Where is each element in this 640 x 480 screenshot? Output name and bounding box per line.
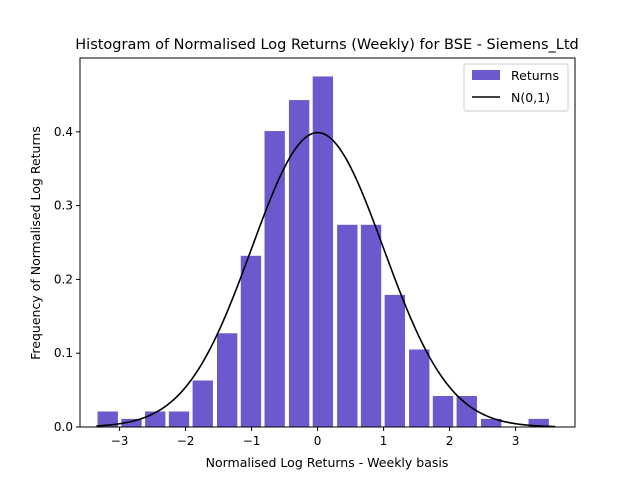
chart-title: Histogram of Normalised Log Returns (Wee… [75, 37, 578, 53]
y-tick-label: 0.0 [54, 420, 73, 434]
histogram-bar-15 [456, 396, 477, 427]
y-tick-label: 0.3 [54, 199, 73, 213]
x-tick-label: 2 [446, 434, 454, 448]
histogram-bar-3 [168, 411, 190, 427]
histogram-bar-0 [97, 411, 118, 427]
normal-curve-line [96, 131, 556, 428]
plot-frame [79, 57, 576, 428]
histogram-bar-4 [192, 380, 213, 427]
x-tick-label: 0 [314, 434, 322, 448]
histogram-bar-9 [312, 76, 334, 427]
histogram-bar-16 [480, 418, 502, 427]
legend: Returns N(0,1) [463, 63, 569, 112]
histogram-bar-11 [360, 224, 382, 427]
bar-series-returns [97, 76, 549, 427]
x-tick-label: −1 [243, 434, 261, 448]
x-tick-label: 3 [512, 434, 520, 448]
y-tick-label: 0.1 [54, 346, 73, 360]
y-tick-label: 0.2 [54, 272, 73, 286]
legend-label-normal: N(0,1) [511, 90, 550, 105]
histogram-bar-7 [264, 131, 285, 427]
histogram-bar-1 [121, 418, 142, 427]
x-axis: −3 −2 −1 0 1 2 3 [111, 427, 520, 448]
y-tick-label: 0.4 [54, 125, 73, 139]
x-tick-label: −2 [177, 434, 195, 448]
x-tick-label: −3 [111, 434, 129, 448]
legend-label-returns: Returns [511, 68, 559, 83]
histogram-bar-14 [432, 396, 454, 427]
y-axis: 0.0 0.1 0.2 0.3 0.4 [54, 125, 80, 434]
x-tick-label: 1 [380, 434, 388, 448]
histogram-bar-12 [384, 294, 406, 427]
histogram-bar-8 [288, 100, 310, 427]
y-axis-label: Frequency of Normalised Log Returns [28, 126, 43, 360]
x-axis-label: Normalised Log Returns - Weekly basis [206, 455, 449, 470]
legend-swatch-returns [472, 70, 500, 80]
normal-curve-series [96, 131, 556, 428]
histogram-bar-18 [528, 418, 549, 427]
histogram-bar-5 [216, 333, 238, 427]
histogram-bar-13 [409, 349, 430, 427]
histogram-bar-2 [145, 411, 166, 427]
histogram-bar-6 [240, 255, 262, 427]
histogram-bar-10 [337, 224, 358, 427]
